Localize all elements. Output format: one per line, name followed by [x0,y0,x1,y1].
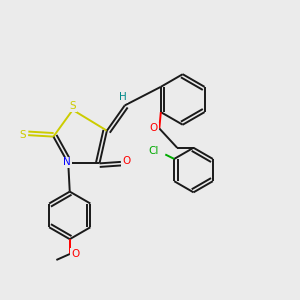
Text: O: O [150,124,158,134]
Text: N: N [64,158,71,167]
Text: S: S [20,130,26,140]
Text: O: O [71,249,79,259]
Text: O: O [122,156,130,166]
Text: H: H [119,92,127,102]
Text: Cl: Cl [148,146,159,156]
Text: S: S [69,101,76,111]
